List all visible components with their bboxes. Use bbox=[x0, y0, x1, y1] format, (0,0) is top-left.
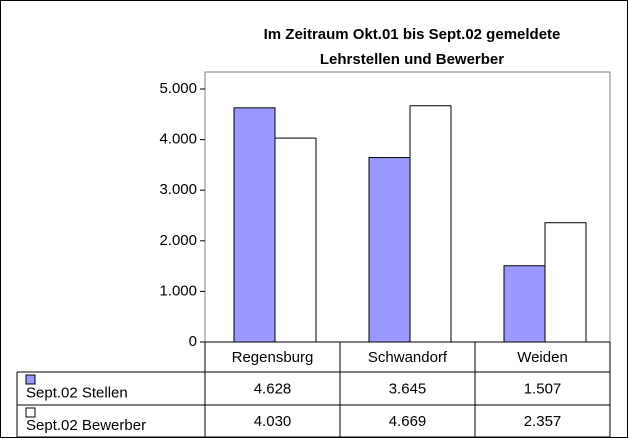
legend-swatch bbox=[25, 407, 36, 418]
y-tick-label: 0 bbox=[189, 333, 197, 350]
chart-title: Lehrstellen und Bewerber bbox=[320, 51, 504, 68]
bar bbox=[544, 222, 587, 343]
bar bbox=[274, 137, 317, 343]
table-value: 2.357 bbox=[524, 413, 562, 430]
legend-label: Sept.02 Bewerber bbox=[26, 417, 146, 434]
table-value: 4.669 bbox=[389, 413, 427, 430]
x-tick-label: Regensburg bbox=[232, 349, 314, 366]
table-value: 4.628 bbox=[254, 380, 292, 397]
legend-swatch bbox=[25, 374, 36, 385]
table-value: 3.645 bbox=[389, 380, 427, 397]
y-tick-label: 5.000 bbox=[159, 80, 197, 97]
bar bbox=[503, 265, 546, 343]
table-value: 4.030 bbox=[254, 413, 292, 430]
chart-title: Im Zeitraum Okt.01 bis Sept.02 gemeldete bbox=[264, 26, 561, 43]
table-value: 1.507 bbox=[524, 380, 562, 397]
legend-label: Sept.02 Stellen bbox=[26, 384, 128, 401]
y-tick-label: 1.000 bbox=[159, 282, 197, 299]
bar bbox=[409, 105, 452, 343]
y-tick-label: 2.000 bbox=[159, 232, 197, 249]
bar bbox=[368, 157, 411, 343]
y-tick-label: 4.000 bbox=[159, 131, 197, 148]
y-tick-label: 3.000 bbox=[159, 181, 197, 198]
x-tick-label: Schwandorf bbox=[368, 349, 448, 366]
bar bbox=[233, 107, 276, 343]
x-tick-label: Weiden bbox=[517, 349, 568, 366]
